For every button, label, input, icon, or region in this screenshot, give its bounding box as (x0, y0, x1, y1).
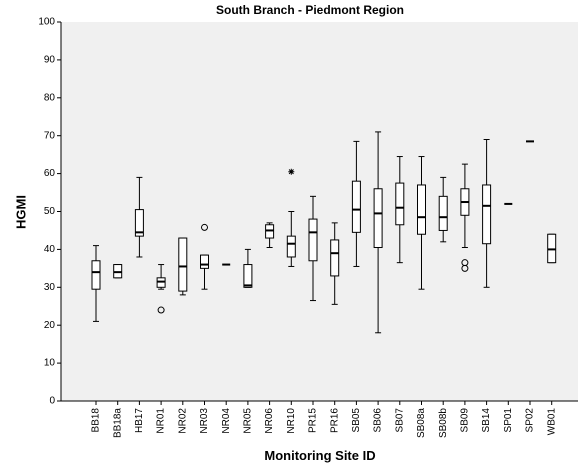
box (373, 188, 383, 249)
box (91, 260, 101, 290)
y-tick-label: 0 (49, 396, 55, 407)
box (308, 218, 318, 262)
box (351, 180, 361, 233)
y-tick-label: 40 (44, 244, 56, 255)
x-tick-label: SP02 (525, 408, 536, 433)
x-tick-label: PR15 (308, 408, 319, 433)
x-tick-label: SB08a (416, 408, 427, 438)
y-tick-label: 80 (44, 92, 56, 103)
y-tick-label: 100 (38, 17, 55, 28)
extreme (288, 168, 295, 175)
box (417, 184, 426, 235)
x-tick-label: SB05 (351, 408, 362, 433)
x-tick-label: SB06 (373, 408, 384, 433)
x-tick-label: WB01 (546, 408, 557, 436)
box (330, 239, 340, 277)
x-tick-label: SB08b (438, 408, 449, 438)
y-tick-label: 10 (44, 358, 56, 369)
plot-area (61, 22, 578, 401)
x-tick-label: HB17 (134, 408, 145, 433)
x-tick-label: BB18a (112, 408, 123, 438)
x-tick-label: BB18 (91, 408, 102, 433)
outlier (201, 223, 208, 231)
x-tick-label: SB14 (481, 408, 492, 433)
box (178, 237, 188, 292)
x-tick-label: NR06 (264, 408, 275, 434)
x-tick-label: NR04 (221, 408, 232, 434)
box (482, 184, 492, 245)
x-tick-label: SP01 (503, 408, 514, 433)
outlier (461, 264, 469, 272)
box (200, 254, 209, 269)
y-tick-label: 20 (44, 320, 56, 331)
y-tick-label: 50 (44, 206, 56, 217)
x-tick-label: NR01 (156, 408, 167, 434)
y-tick-label: 70 (44, 130, 56, 141)
box (438, 195, 448, 231)
box (395, 182, 405, 226)
chart-title: South Branch - Piedmont Region (216, 3, 404, 17)
box (243, 264, 253, 288)
x-tick-label: NR02 (177, 408, 188, 434)
x-tick-label: PR16 (329, 408, 340, 433)
box (286, 235, 296, 258)
y-tick-label: 30 (44, 282, 56, 293)
box (134, 209, 144, 237)
x-tick-label: NR05 (243, 408, 254, 434)
y-tick-label: 90 (44, 55, 56, 66)
y-axis-title: HGMI (13, 195, 28, 229)
x-tick-label: NR10 (286, 408, 297, 434)
x-tick-label: SB07 (394, 408, 405, 433)
y-tick-label: 60 (44, 168, 56, 179)
outlier (157, 306, 165, 314)
x-tick-label: NR03 (199, 408, 210, 434)
x-axis-title: Monitoring Site ID (264, 448, 375, 463)
x-tick-label: SB09 (460, 408, 471, 433)
